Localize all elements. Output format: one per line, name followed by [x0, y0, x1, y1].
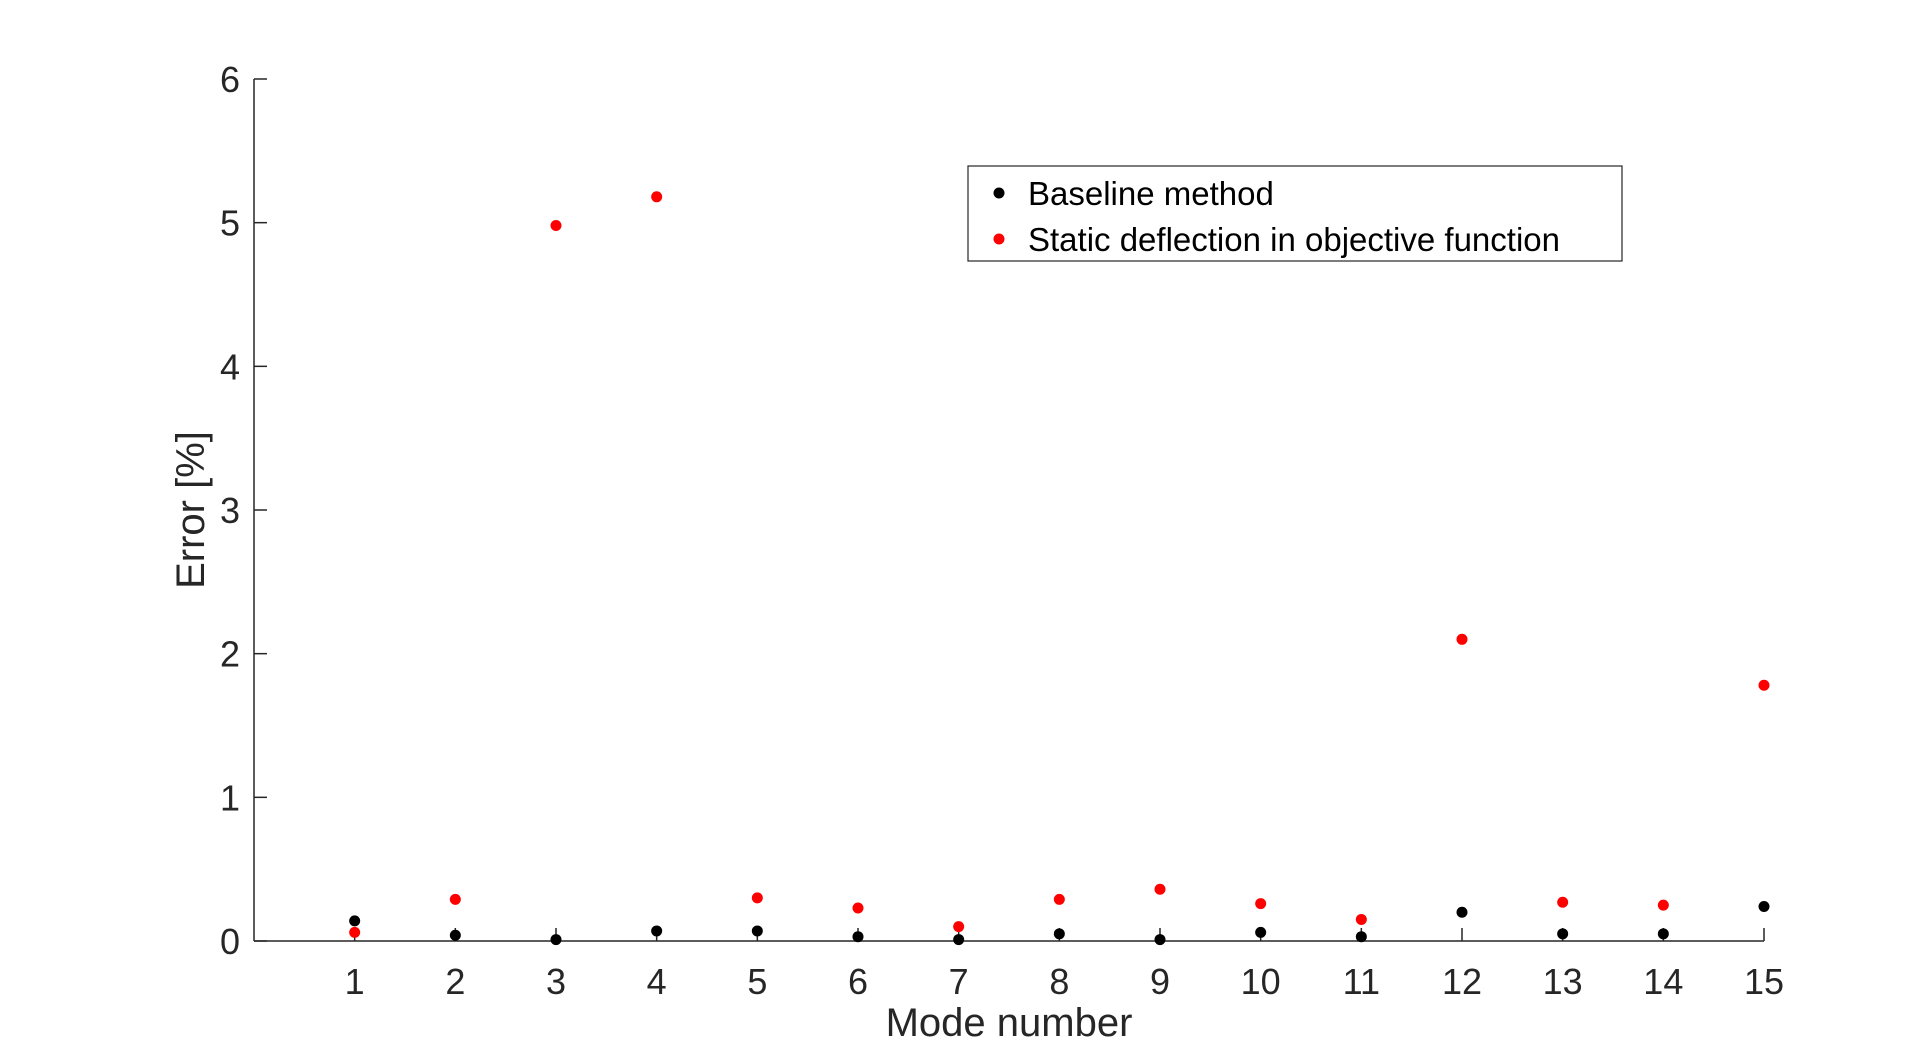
baseline-point — [450, 930, 461, 941]
baseline-point — [551, 934, 562, 945]
x-tick-label: 3 — [546, 961, 566, 1002]
x-tick-label: 4 — [647, 961, 667, 1002]
legend-marker-static-deflection — [994, 234, 1005, 245]
baseline-point — [1658, 928, 1669, 939]
y-ticks: 0 1 2 3 4 5 6 — [220, 59, 267, 962]
x-tick-label: 15 — [1744, 961, 1784, 1002]
y-tick-label: 2 — [220, 634, 240, 675]
legend-label-baseline: Baseline method — [1028, 175, 1274, 212]
x-tick-label: 1 — [345, 961, 365, 1002]
baseline-point — [1759, 901, 1770, 912]
y-tick-label: 3 — [220, 490, 240, 531]
x-tick-label: 8 — [1049, 961, 1069, 1002]
y-tick-label: 1 — [220, 777, 240, 818]
x-tick-label: 2 — [445, 961, 465, 1002]
static-deflection-point — [1356, 914, 1367, 925]
x-tick-label: 6 — [848, 961, 868, 1002]
baseline-point — [1457, 907, 1468, 918]
static-deflection-point — [1054, 894, 1065, 905]
baseline-point — [1054, 928, 1065, 939]
static-deflection-point — [1255, 898, 1266, 909]
x-tick-label: 10 — [1241, 961, 1281, 1002]
static-deflection-point — [349, 927, 360, 938]
y-tick-label: 0 — [220, 921, 240, 962]
baseline-point — [1155, 934, 1166, 945]
x-tick-label: 14 — [1643, 961, 1683, 1002]
static-deflection-point — [1759, 680, 1770, 691]
baseline-point — [349, 915, 360, 926]
baseline-point — [1557, 928, 1568, 939]
baseline-point — [1356, 931, 1367, 942]
legend-label-static-deflection: Static deflection in objective function — [1028, 221, 1560, 258]
x-tick-label: 13 — [1543, 961, 1583, 1002]
static-deflection-point — [651, 191, 662, 202]
legend-marker-baseline — [994, 188, 1005, 199]
x-axis-title: Mode number — [886, 1001, 1133, 1045]
static-deflection-point — [853, 902, 864, 913]
y-tick-label: 5 — [220, 203, 240, 244]
static-deflection-point — [1155, 884, 1166, 895]
x-tick-label: 12 — [1442, 961, 1482, 1002]
static-deflection-point — [450, 894, 461, 905]
x-tick-label: 5 — [747, 961, 767, 1002]
baseline-point — [853, 931, 864, 942]
static-deflection-point — [551, 220, 562, 231]
baseline-point — [1255, 927, 1266, 938]
static-deflection-point — [752, 892, 763, 903]
y-tick-label: 6 — [220, 59, 240, 100]
legend: Baseline method Static deflection in obj… — [968, 166, 1622, 261]
baseline-point — [953, 934, 964, 945]
y-tick-label: 4 — [220, 346, 240, 387]
static-deflection-point — [1557, 897, 1568, 908]
y-axis-title: Error [%] — [169, 431, 213, 589]
x-tick-label: 7 — [949, 961, 969, 1002]
baseline-point — [752, 925, 763, 936]
static-deflection-point — [953, 921, 964, 932]
x-tick-label: 9 — [1150, 961, 1170, 1002]
data-points — [349, 191, 1769, 945]
static-deflection-point — [1457, 634, 1468, 645]
x-tick-label: 11 — [1343, 961, 1380, 1002]
baseline-point — [651, 925, 662, 936]
static-deflection-point — [1658, 900, 1669, 911]
